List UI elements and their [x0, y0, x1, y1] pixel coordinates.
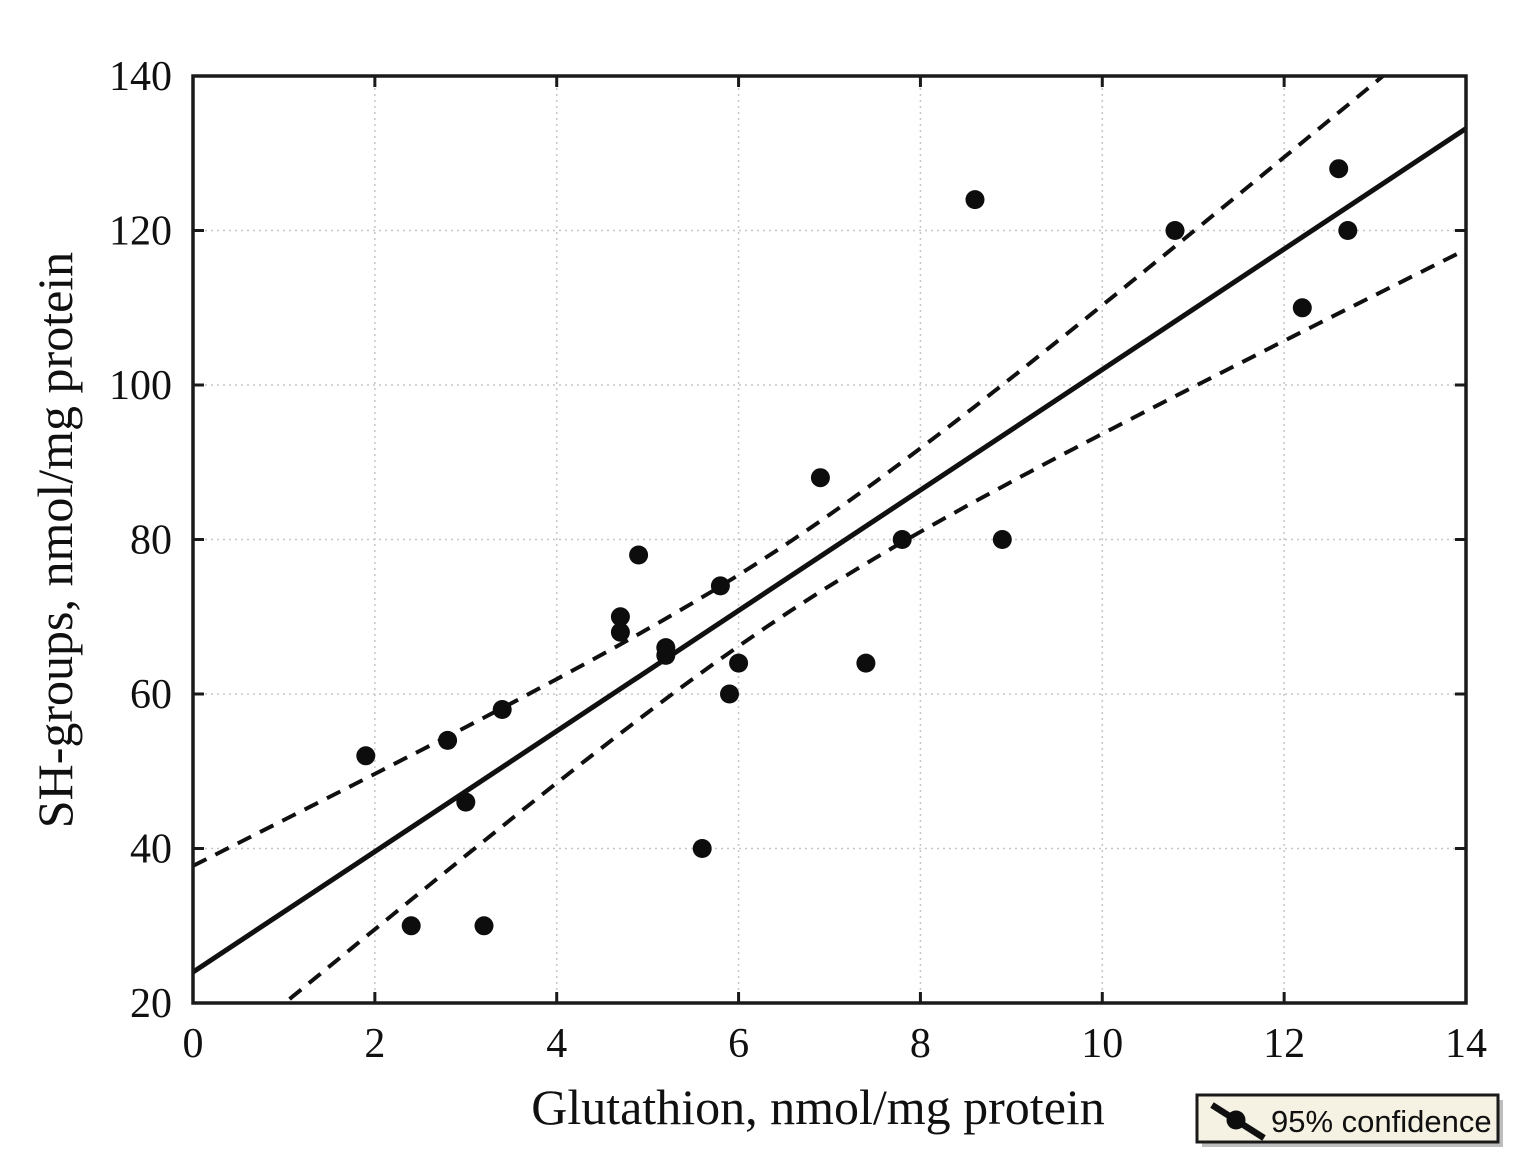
x-tick-label: 10	[1081, 1021, 1123, 1067]
y-tick-label: 60	[130, 672, 172, 718]
scatter-point	[1338, 221, 1358, 240]
scatter-point	[1165, 221, 1185, 240]
scatter-point	[892, 530, 912, 549]
gridlines	[193, 76, 1466, 1003]
scatter-point	[729, 653, 749, 673]
scatter-point	[492, 700, 512, 719]
scatter-point	[610, 607, 630, 627]
y-axis-title: SH-groups, nmol/mg protein	[27, 252, 83, 828]
axis-tick-marks	[191, 74, 1468, 1005]
scatter-point	[810, 468, 830, 488]
x-tick-label: 2	[364, 1021, 385, 1067]
scatter-point	[992, 530, 1012, 549]
x-tick-label: 4	[546, 1021, 567, 1067]
legend-label: 95% confidence	[1271, 1104, 1492, 1139]
y-tick-label: 20	[130, 981, 172, 1027]
y-tick-labels: 20 40 60 80 100 120 140	[109, 54, 172, 1027]
scatter-point	[720, 684, 739, 704]
legend-line-dot-icon	[1210, 1102, 1266, 1141]
scatter-point	[965, 190, 985, 210]
scatter-point	[356, 746, 376, 766]
x-tick-label: 12	[1263, 1021, 1305, 1067]
scatter-point	[629, 545, 649, 565]
regression-line	[193, 126, 1466, 975]
data-points	[356, 159, 1358, 936]
scatter-point	[1329, 159, 1349, 179]
y-tick-label: 100	[109, 363, 172, 409]
x-axis-title: Glutathion, nmol/mg protein	[531, 1079, 1105, 1135]
y-tick-label: 40	[130, 827, 172, 873]
scatter-point	[474, 916, 494, 936]
y-tick-label: 120	[109, 209, 172, 255]
x-tick-label: 0	[183, 1021, 204, 1067]
scatter-point	[656, 638, 676, 658]
x-tick-label: 8	[910, 1021, 931, 1067]
legend: 95% confidence	[1195, 1093, 1503, 1147]
scatter-point	[856, 653, 876, 673]
scatter-point	[438, 730, 458, 750]
scatter-point	[610, 622, 630, 642]
confidence-band-dashed-lines	[193, 76, 1466, 1003]
scatter-point	[401, 916, 421, 936]
scatter-point	[456, 792, 476, 812]
legend-box	[1195, 1093, 1500, 1144]
y-tick-label: 80	[130, 518, 172, 564]
x-tick-labels: 0 2 4 6 8 10 12 14	[183, 1021, 1488, 1067]
x-tick-label: 6	[728, 1021, 749, 1067]
y-tick-label: 140	[109, 54, 172, 100]
scatter-point	[1292, 298, 1312, 318]
scatter-point	[710, 576, 730, 596]
x-tick-label: 14	[1445, 1021, 1487, 1067]
scatter-point	[692, 839, 712, 858]
